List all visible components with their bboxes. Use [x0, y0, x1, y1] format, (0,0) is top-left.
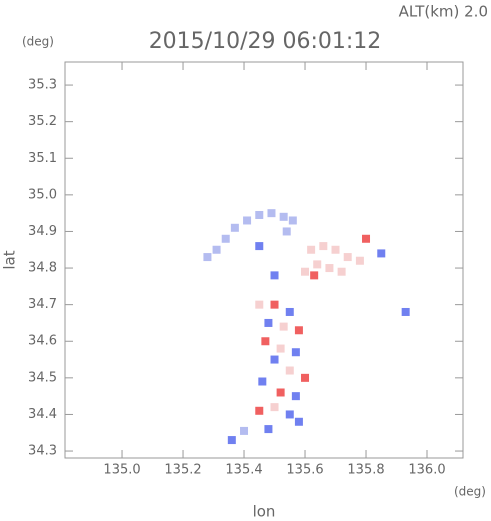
echo-cell	[270, 271, 279, 280]
echo-cell	[261, 337, 270, 346]
echo-cell	[255, 300, 264, 309]
echo-cell	[319, 242, 328, 251]
echo-cell	[301, 373, 310, 382]
y-tick-label: 35.3	[28, 78, 57, 93]
echo-cell	[307, 245, 316, 254]
x-tick-label: 135.8	[347, 463, 384, 478]
echo-cell	[203, 253, 212, 262]
echo-cell	[291, 392, 300, 401]
echo-cell	[313, 260, 322, 269]
y-tick-label: 35.0	[28, 187, 57, 202]
x-tick-label: 135.6	[286, 463, 323, 478]
echo-cell	[401, 307, 410, 316]
echo-cell	[255, 406, 264, 415]
echo-cell	[227, 436, 236, 445]
echo-cell	[240, 426, 249, 435]
y-tick-label: 34.5	[28, 370, 57, 385]
echo-cell	[276, 388, 285, 397]
echo-cell	[325, 264, 334, 273]
echo-cell	[355, 256, 364, 265]
y-axis-label: lat	[1, 250, 19, 269]
y-tick-label: 34.4	[28, 407, 57, 422]
y-tick-label: 35.1	[28, 151, 57, 166]
echo-cell	[377, 249, 386, 258]
echo-cell	[270, 355, 279, 364]
y-tick-label: 34.7	[28, 297, 57, 312]
echo-cell	[267, 209, 276, 218]
x-axis-label: lon	[253, 503, 276, 521]
echo-cell	[270, 403, 279, 412]
echo-cell	[212, 245, 221, 254]
echo-cell	[301, 267, 310, 276]
echo-cell	[331, 245, 340, 254]
y-tick-label: 34.3	[28, 444, 57, 459]
echo-cell	[264, 425, 273, 434]
y-tick-label: 35.2	[28, 114, 57, 129]
chart-title: 2015/10/29 06:01:12	[149, 29, 382, 54]
x-tick-label: 136.0	[408, 463, 445, 478]
echo-cell	[343, 253, 352, 262]
echo-cell	[310, 271, 319, 280]
echo-cell	[362, 234, 371, 243]
x-tick-label: 135.2	[164, 463, 201, 478]
echo-cell	[294, 326, 303, 335]
echo-cell	[270, 300, 279, 309]
echo-cell	[291, 348, 300, 357]
x-tick-label: 135.4	[225, 463, 262, 478]
echo-cell	[337, 267, 346, 276]
y-tick-label: 34.9	[28, 224, 57, 239]
echo-cell	[285, 410, 294, 419]
x-unit: (deg)	[454, 485, 486, 499]
echo-cell	[288, 216, 297, 225]
echo-cell	[255, 210, 264, 219]
y-tick-label: 34.6	[28, 334, 57, 349]
echo-cell	[230, 223, 239, 232]
echo-cell	[282, 227, 291, 236]
x-tick-label: 135.0	[103, 463, 140, 478]
echo-cell	[264, 318, 273, 327]
y-tick-label: 34.8	[28, 261, 57, 276]
echo-cell	[221, 234, 230, 243]
plot-frame	[64, 61, 464, 459]
echo-cell	[258, 377, 267, 386]
echo-cell	[285, 307, 294, 316]
echo-cell	[276, 344, 285, 353]
altitude-label: ALT(km) 2.0	[399, 3, 488, 21]
echo-cell	[255, 242, 264, 251]
echo-cell	[279, 212, 288, 221]
echo-cell	[279, 322, 288, 331]
echo-cell	[285, 366, 294, 375]
y-unit: (deg)	[22, 35, 54, 49]
echo-cell	[243, 216, 252, 225]
echo-cell	[294, 417, 303, 426]
